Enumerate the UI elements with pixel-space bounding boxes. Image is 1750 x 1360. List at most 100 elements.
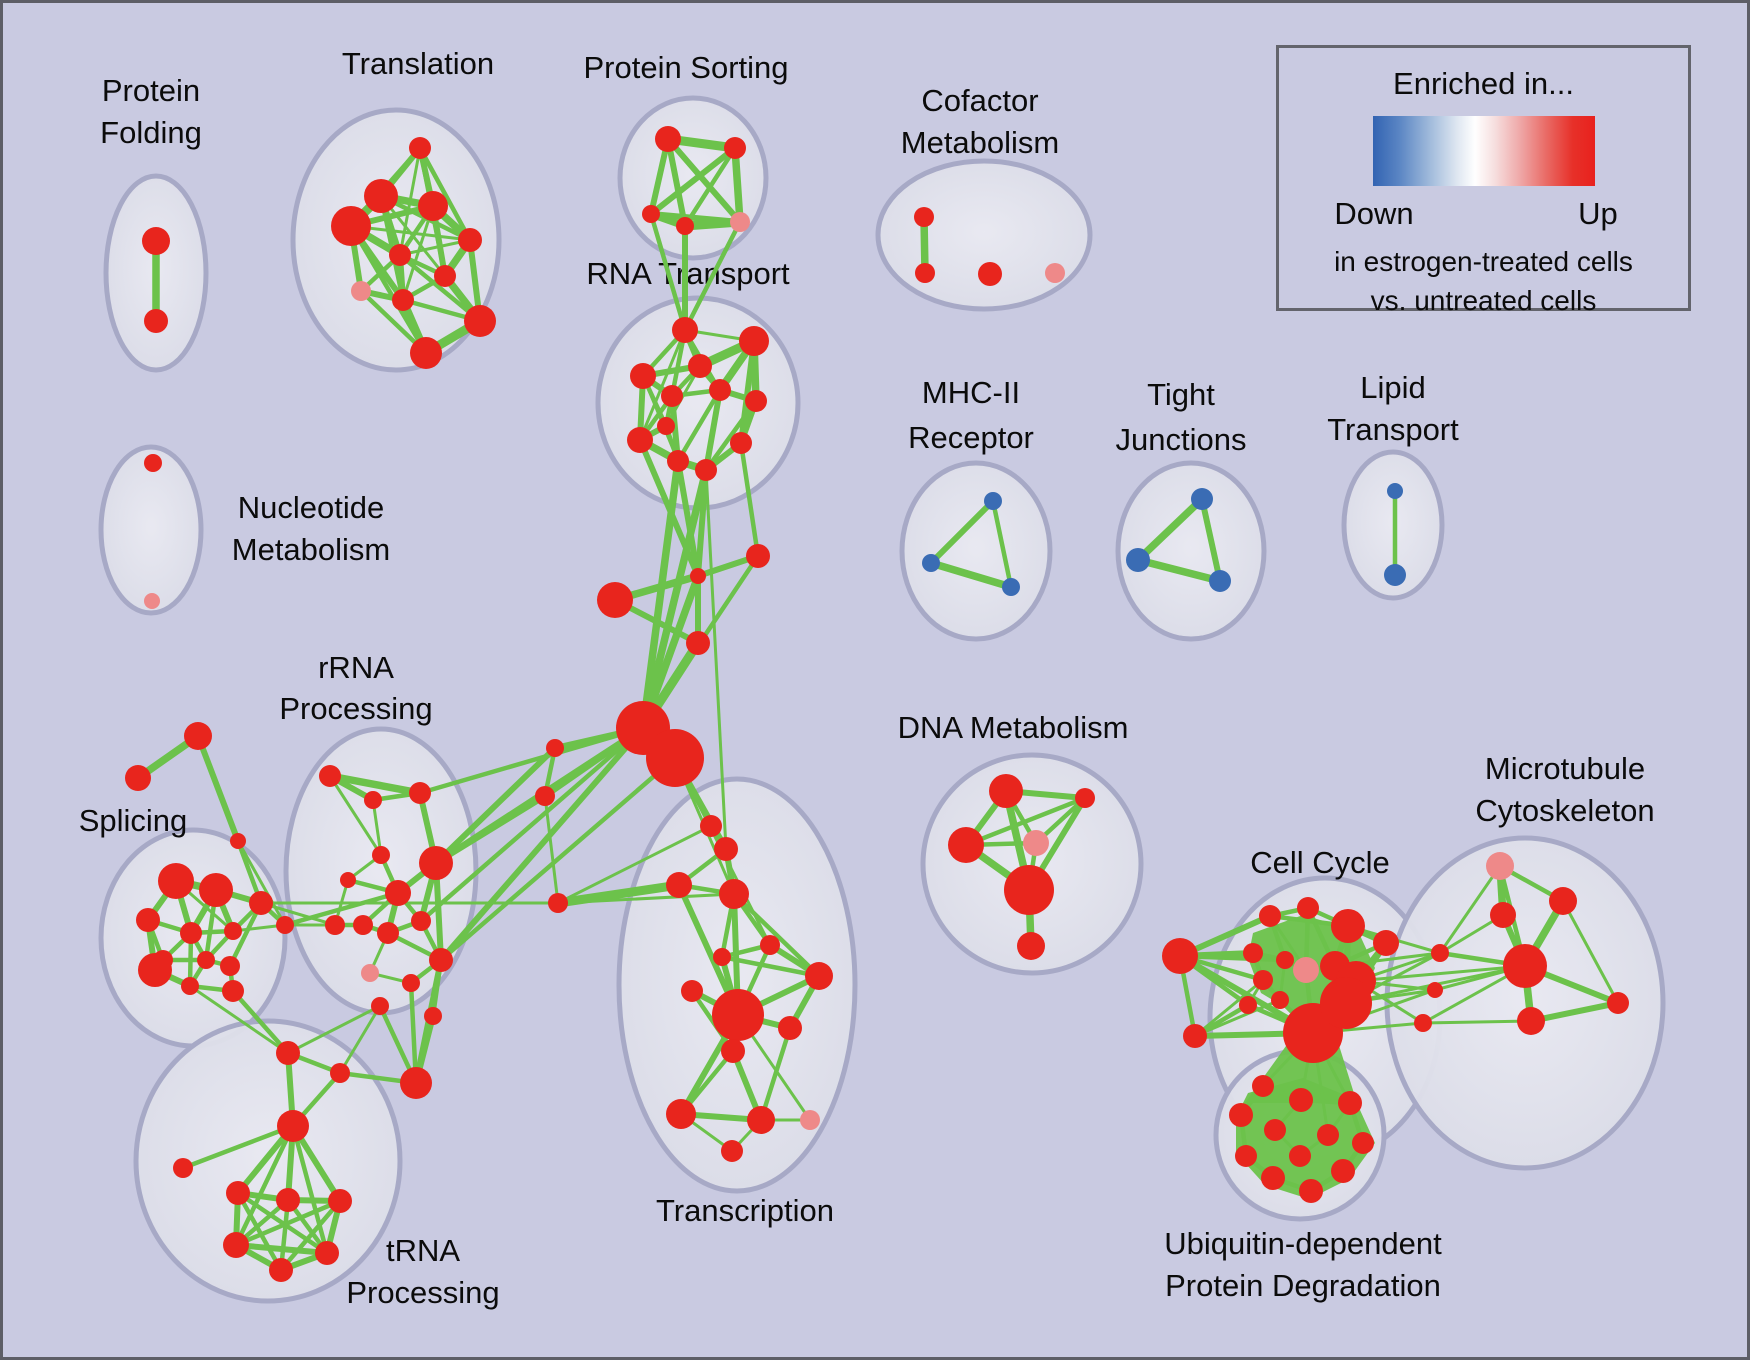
node-rr6 (419, 846, 453, 880)
network-canvas: Protein Folding Translation Protein Sorting… (79, 46, 1666, 1310)
node-rr14 (402, 974, 420, 992)
edge-txc-cn6 (543, 794, 560, 905)
edge-tj1-tj3 (1199, 496, 1223, 584)
node-cc2 (1297, 897, 1319, 919)
cluster-label-trna-processing-line0: tRNA (386, 1233, 460, 1268)
node-rt8 (657, 417, 675, 435)
node-mtc1 (1431, 944, 1449, 962)
edge-rt6-rt10 (703, 387, 723, 473)
edge-hubA-rr11 (418, 725, 646, 924)
node-tx4 (719, 879, 749, 909)
node-tj3 (1209, 570, 1231, 592)
node-sp2 (199, 873, 233, 907)
node-tx7 (805, 962, 833, 990)
node-sp5 (224, 922, 242, 940)
edge-mh1-mh2 (928, 498, 996, 566)
node-cn3 (597, 582, 633, 618)
node-mt2 (1549, 887, 1577, 915)
edge-rr1-rr3 (326, 772, 424, 797)
node-ps2 (724, 137, 746, 159)
edge-tn6-tn7 (233, 1242, 330, 1256)
node-mtc3 (1414, 1014, 1432, 1032)
cluster-label-protein-folding-line0: Protein (102, 73, 200, 108)
cluster-label-translation-line0: Translation (342, 46, 494, 81)
edge-mh1-mh3 (990, 498, 1014, 590)
cluster-label-cell-cycle-line0: Cell Cycle (1250, 845, 1390, 880)
node-rr16 (330, 1063, 350, 1083)
cluster-label-tight-junctions-line1: Junctions (1116, 422, 1247, 457)
node-cc5 (1243, 943, 1263, 963)
edge-tn5-tn8 (278, 1198, 343, 1273)
node-tx2 (714, 837, 738, 861)
node-tx15 (721, 1140, 743, 1162)
node-tx10 (778, 1016, 802, 1040)
cluster-ellipse-nucleotide-metabolism (98, 444, 204, 616)
cluster-label-nucleotide-metabolism-line1: Metabolism (232, 532, 391, 567)
edge-tx4-tx7 (731, 891, 822, 979)
node-cc14 (1162, 938, 1198, 974)
legend-caption-line2: vs. untreated cells (1370, 285, 1597, 316)
edge-hubA-rr3 (417, 725, 646, 796)
cluster-label-trna-processing-line1: Processing (346, 1275, 499, 1310)
cluster-label-protein-folding-line1: Folding (100, 115, 202, 150)
node-rt7 (627, 427, 653, 453)
edge-tj1-tj2 (1134, 495, 1206, 564)
node-t7 (434, 265, 456, 287)
node-tj1 (1191, 488, 1213, 510)
edge-sp11-rr8 (259, 901, 337, 927)
node-sp10 (220, 956, 240, 976)
node-tn1 (277, 1110, 309, 1142)
cluster-label-tight-junctions-line0: Tight (1147, 377, 1215, 412)
cluster-label-rrna-processing-line1: Processing (279, 691, 432, 726)
node-dm6 (1017, 932, 1045, 960)
node-dm4 (1023, 830, 1049, 856)
node-rr8 (325, 915, 345, 935)
edge-rr7-rr20 (282, 890, 401, 928)
node-ub12 (1299, 1179, 1323, 1203)
node-tg1 (184, 722, 212, 750)
edge-ps1-ps4 (665, 136, 688, 229)
node-rr13 (361, 964, 379, 982)
edge-tn5-tn6 (233, 1198, 343, 1248)
node-tn5 (328, 1189, 352, 1213)
node-ps3 (642, 205, 660, 223)
node-cf3 (978, 262, 1002, 286)
node-sp4 (180, 922, 202, 944)
node-nm2 (144, 593, 160, 609)
node-ps5 (730, 212, 750, 232)
node-ub9 (1352, 1132, 1374, 1154)
edge-rr2-rr4 (371, 798, 383, 857)
node-tx5 (760, 935, 780, 955)
node-t2 (364, 179, 398, 213)
edge-rr16-rr17 (338, 1004, 382, 1075)
cluster-label-rrna-processing-line0: rRNA (318, 650, 394, 685)
node-lp2 (1384, 564, 1406, 586)
legend-down-label: Down (1334, 196, 1414, 231)
node-rt12 (745, 390, 767, 412)
node-tx9 (712, 989, 764, 1041)
cluster-label-ubiquitin-degradation-line1: Protein Degradation (1165, 1268, 1441, 1303)
edge-mt5-mtc3 (1421, 1019, 1533, 1025)
legend-up-label: Up (1578, 196, 1618, 231)
node-t5 (458, 228, 482, 252)
edge-rt11-cn2 (738, 440, 761, 559)
node-ub6 (1317, 1124, 1339, 1146)
legend-gradient-bar (1373, 116, 1595, 186)
node-rr19 (424, 1007, 442, 1025)
node-ps4 (676, 217, 694, 235)
cluster-label-microtubule-cytoskeleton-line1: Cytoskeleton (1475, 793, 1654, 828)
edge-ps2-ps4 (682, 145, 738, 229)
node-cn1 (690, 568, 706, 584)
node-tn8 (269, 1258, 293, 1282)
edge-ps3-rt1 (648, 211, 688, 333)
node-rr2 (364, 791, 382, 809)
node-rr12 (429, 948, 453, 972)
node-pf2 (144, 309, 168, 333)
node-tn2 (173, 1158, 193, 1178)
node-sp7 (197, 951, 215, 969)
node-mt5 (1517, 1007, 1545, 1035)
cluster-label-mhc-ii-receptor-line1: Receptor (908, 420, 1034, 455)
node-rt3 (630, 363, 656, 389)
edge-tj2-tj3 (1134, 556, 1224, 585)
node-cn5 (546, 739, 564, 757)
